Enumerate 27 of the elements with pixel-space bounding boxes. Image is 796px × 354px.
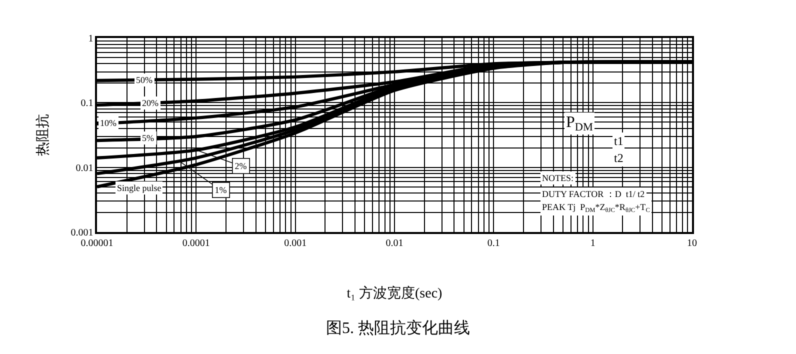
annotation: PEAK Tj P$_{DM}$*Z$_{θJC}$*R$_{θJC}$+T$_{C}$	[542, 202, 650, 214]
annotation: 2%	[234, 160, 248, 171]
text: 图5. 热阻抗变化曲线	[326, 319, 470, 338]
annotation: Single pulse	[117, 183, 162, 193]
annotation: 5%	[142, 133, 154, 143]
annotation: DUTY FACTOR ：D t1/ t2	[542, 189, 645, 199]
annotation: P$_{DM}$	[566, 114, 593, 134]
y-tick-label: 0.01	[76, 162, 94, 174]
x-tick-label: 0.001	[284, 238, 307, 249]
annotation: 1%	[214, 184, 228, 195]
x-tick-label: 1	[590, 238, 596, 249]
annotation: t2	[614, 151, 624, 165]
annotation: NOTES:	[542, 173, 574, 183]
annotation: 10%	[100, 118, 117, 128]
y-tick-label: 0.001	[70, 228, 94, 238]
x-tick-label: 0.00001	[80, 238, 114, 249]
y-tick-label: 1	[88, 34, 94, 44]
y-tick-label: 0.1	[80, 98, 94, 110]
x-tick-label: 10	[687, 238, 697, 249]
x-tick-label: 0.01	[386, 238, 404, 249]
x-tick-label: 0.1	[487, 238, 500, 249]
annotation: 20%	[142, 98, 159, 108]
annotation: 50%	[136, 75, 153, 85]
annotation: t1	[614, 134, 624, 148]
y-axis-title: 热阻抗	[34, 114, 51, 156]
x-axis-title: t₁ 方波宽度(sec)	[346, 286, 443, 302]
x-tick-label: 0.0001	[182, 238, 210, 249]
